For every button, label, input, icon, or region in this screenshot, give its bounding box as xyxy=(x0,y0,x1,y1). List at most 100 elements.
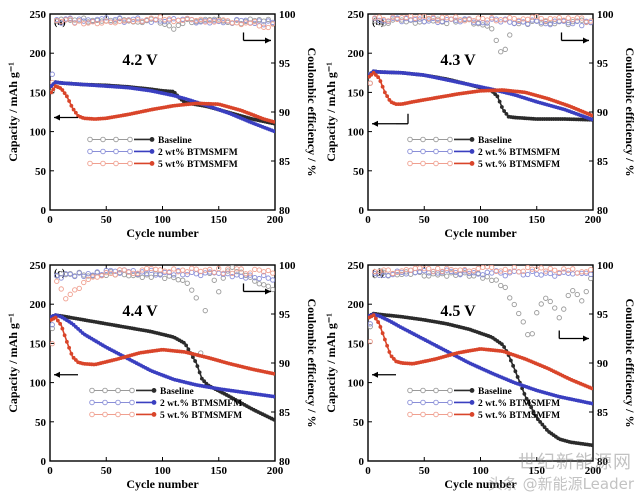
right-arrow-head xyxy=(583,37,589,44)
ce-point xyxy=(261,272,267,279)
ce-point xyxy=(130,267,136,274)
ce-point xyxy=(54,272,60,279)
ce-point xyxy=(117,15,123,21)
ce-point xyxy=(238,21,244,28)
ce-point xyxy=(574,18,580,25)
ce-point xyxy=(225,268,231,274)
ce-point xyxy=(534,310,540,316)
x-tick-label: 50 xyxy=(101,465,113,477)
ce-point xyxy=(498,49,504,55)
ce-point xyxy=(498,270,504,276)
ce-point xyxy=(50,322,55,328)
ce-point xyxy=(67,271,73,277)
ce-point xyxy=(520,16,526,22)
legend-entry-label: Baseline xyxy=(478,136,512,146)
capacity-point xyxy=(526,401,531,405)
ce-point xyxy=(561,306,567,312)
capacity-point xyxy=(387,350,392,354)
ce-point xyxy=(189,16,195,23)
ce-point xyxy=(561,17,567,23)
ce-point xyxy=(493,37,499,44)
ce-point xyxy=(439,268,445,275)
ce-point xyxy=(99,273,105,279)
capacity-point xyxy=(589,443,593,448)
ce-point xyxy=(216,289,222,295)
legend-entry-label: 5 wt.% BTMSMFM xyxy=(478,411,560,421)
ce-point xyxy=(252,266,258,273)
ce-point xyxy=(394,16,400,22)
ce-point xyxy=(421,14,427,19)
legend-ce-marker xyxy=(100,148,106,155)
ce-point xyxy=(376,14,382,20)
legend-capacity-marker xyxy=(469,137,475,142)
ce-point xyxy=(175,277,181,283)
legend-entry-label: 2 wt% BTMSMFM xyxy=(158,148,238,158)
ce-point xyxy=(112,16,118,23)
ce-point xyxy=(157,14,163,20)
ce-series-0 xyxy=(50,15,275,95)
capacity-point xyxy=(378,325,383,329)
capacity-line xyxy=(368,70,593,121)
capacity-point xyxy=(589,113,593,118)
ce-point xyxy=(579,298,585,304)
ce-point xyxy=(394,269,400,276)
legend-entry-label: 2 wt.% BTMSMFM xyxy=(478,148,560,158)
ce-point xyxy=(525,265,531,271)
legend-ce-marker xyxy=(447,411,453,418)
x-tick-label: 0 xyxy=(47,214,53,226)
y-tick-label: 250 xyxy=(30,9,47,21)
capacity-point xyxy=(385,343,390,348)
y2-tick-label: 100 xyxy=(279,9,296,21)
ce-point xyxy=(489,265,495,270)
ce-point xyxy=(90,19,96,25)
capacity-point xyxy=(60,326,65,331)
ce-point xyxy=(368,338,373,345)
legend-ce-marker xyxy=(420,399,426,406)
ce-point xyxy=(220,19,226,26)
y-axis-label: Capacity / mAh g⁻¹ xyxy=(6,62,20,162)
ce-point xyxy=(475,265,481,272)
legend-ce-marker xyxy=(447,136,453,143)
ce-point xyxy=(99,20,105,26)
chart-panel-c: 0 50 100 150 20005010015020025080859095100Cy… xyxy=(6,260,319,491)
capacity-point xyxy=(391,357,396,361)
legend-ce-marker xyxy=(433,160,439,167)
legend-capacity-marker xyxy=(469,388,475,393)
legend-ce-marker xyxy=(407,160,413,167)
ce-point xyxy=(480,275,486,281)
ce-point xyxy=(453,14,459,20)
capacity-point xyxy=(502,109,507,113)
ce-point xyxy=(579,15,585,21)
x-tick-label: 0 xyxy=(365,465,371,477)
ce-point xyxy=(148,15,154,21)
voltage-annotation: 4.5 V xyxy=(440,303,476,320)
ce-point xyxy=(135,270,141,276)
y-tick-label: 50 xyxy=(35,417,47,429)
ce-point xyxy=(157,272,163,278)
ce-point xyxy=(162,18,168,25)
x-tick-label: 200 xyxy=(267,465,284,477)
y2-tick-label: 80 xyxy=(279,205,291,217)
capacity-point xyxy=(497,99,502,104)
ce-point xyxy=(538,15,544,22)
legend-entry-label: Baseline xyxy=(478,387,512,397)
capacity-point xyxy=(502,345,507,349)
y-tick-label: 150 xyxy=(348,87,365,99)
y-tick-label: 150 xyxy=(30,87,47,99)
legend-entry-label: 2 wt.% BTMSMFM xyxy=(478,399,560,409)
ce-point xyxy=(408,267,414,273)
legend-capacity-marker xyxy=(149,137,155,142)
ce-point xyxy=(484,20,490,26)
ce-point xyxy=(484,269,490,275)
legend-capacity-marker xyxy=(151,388,157,393)
ce-point xyxy=(265,16,271,23)
y-axis-label: Capacity / mAh g⁻¹ xyxy=(324,313,338,413)
ce-point xyxy=(247,270,253,276)
y2-tick-label: 100 xyxy=(279,260,296,272)
ce-point xyxy=(570,17,576,23)
ce-point xyxy=(565,292,571,299)
axis-indicator-arrows xyxy=(54,32,271,121)
ce-point xyxy=(121,271,127,278)
ce-point xyxy=(511,15,517,22)
ce-point xyxy=(525,332,531,338)
